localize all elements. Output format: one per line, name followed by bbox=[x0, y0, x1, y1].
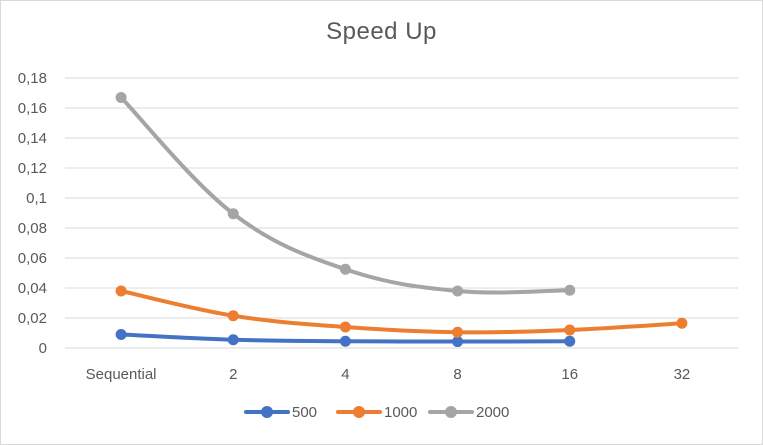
data-point bbox=[452, 326, 464, 338]
data-point bbox=[676, 317, 688, 329]
series-line bbox=[119, 289, 684, 335]
data-point bbox=[115, 329, 127, 340]
legend: 500 1000 2000 bbox=[244, 404, 509, 421]
y-tick-label: 0,12 bbox=[18, 160, 47, 177]
legend-label: 2000 bbox=[476, 404, 509, 421]
chart-title: Speed Up bbox=[326, 18, 437, 45]
data-point bbox=[339, 335, 351, 347]
legend-swatch-marker bbox=[261, 406, 273, 418]
legend-label: 500 bbox=[292, 404, 317, 421]
x-tick-label: 4 bbox=[341, 366, 349, 383]
data-point bbox=[564, 324, 576, 336]
y-axis-tick-labels: 0 0,02 0,04 0,06 0,08 0,1 0,12 0,14 0,16 0,18 bbox=[18, 70, 47, 357]
y-tick-label: 0,02 bbox=[18, 310, 47, 327]
data-point bbox=[227, 334, 239, 346]
x-tick-label: 8 bbox=[453, 366, 461, 383]
legend-item-1000: 1000 bbox=[336, 404, 417, 421]
x-tick-label: 2 bbox=[229, 366, 237, 383]
gridlines bbox=[65, 77, 738, 349]
x-tick-label: 32 bbox=[674, 366, 691, 383]
series-500 bbox=[115, 329, 576, 348]
data-point bbox=[564, 335, 576, 347]
series-lines bbox=[115, 92, 688, 348]
data-point bbox=[339, 263, 351, 275]
x-tick-label: 16 bbox=[561, 366, 578, 383]
series-line bbox=[119, 95, 572, 295]
y-tick-label: 0,18 bbox=[18, 70, 47, 87]
data-point bbox=[452, 285, 464, 297]
y-tick-label: 0 bbox=[39, 340, 47, 357]
y-tick-label: 0,06 bbox=[18, 250, 47, 267]
y-tick-label: 0,04 bbox=[18, 280, 47, 297]
legend-label: 1000 bbox=[384, 404, 417, 421]
y-tick-label: 0,08 bbox=[18, 220, 47, 237]
series-2000 bbox=[115, 92, 576, 297]
data-point bbox=[227, 310, 239, 322]
legend-swatch-marker bbox=[353, 406, 365, 418]
data-point bbox=[564, 284, 576, 296]
data-point bbox=[115, 92, 127, 103]
legend-item-500: 500 bbox=[244, 404, 317, 421]
legend-swatch-marker bbox=[445, 406, 457, 418]
legend-item-2000: 2000 bbox=[428, 404, 509, 421]
series-1000 bbox=[115, 285, 688, 338]
data-point bbox=[115, 285, 127, 297]
data-point bbox=[339, 321, 351, 333]
data-point bbox=[452, 336, 464, 348]
x-axis-tick-labels: Sequential 2 4 8 16 32 bbox=[86, 366, 691, 383]
y-tick-label: 0,16 bbox=[18, 100, 47, 117]
y-tick-label: 0,14 bbox=[18, 130, 47, 147]
y-tick-label: 0,1 bbox=[26, 190, 47, 207]
x-tick-label: Sequential bbox=[86, 366, 157, 383]
data-point bbox=[227, 208, 239, 220]
